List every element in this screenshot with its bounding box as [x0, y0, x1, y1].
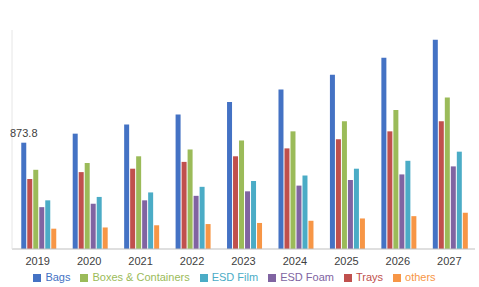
svg-text:2026: 2026: [386, 255, 410, 267]
html-text:others: others: [405, 271, 436, 283]
html-text:Bags: Bags: [45, 271, 71, 283]
svg-text:2023: 2023: [231, 255, 255, 267]
html-text:ESD Foam: ESD Foam: [280, 271, 334, 283]
html-text:Boxes & Containers: Boxes & Containers: [92, 271, 190, 283]
svg-text:873.8: 873.8: [10, 127, 38, 139]
svg-text:2025: 2025: [334, 255, 358, 267]
html-text:ESD Film: ESD Film: [211, 271, 259, 283]
svg-text:2020: 2020: [77, 255, 101, 267]
svg-text:2024: 2024: [283, 255, 307, 267]
svg-text:2022: 2022: [180, 255, 204, 267]
svg-text:2019: 2019: [25, 255, 49, 267]
svg-text:2021: 2021: [128, 255, 152, 267]
html-text:Trays: Trays: [355, 271, 383, 283]
svg-text:2027: 2027: [437, 255, 461, 267]
